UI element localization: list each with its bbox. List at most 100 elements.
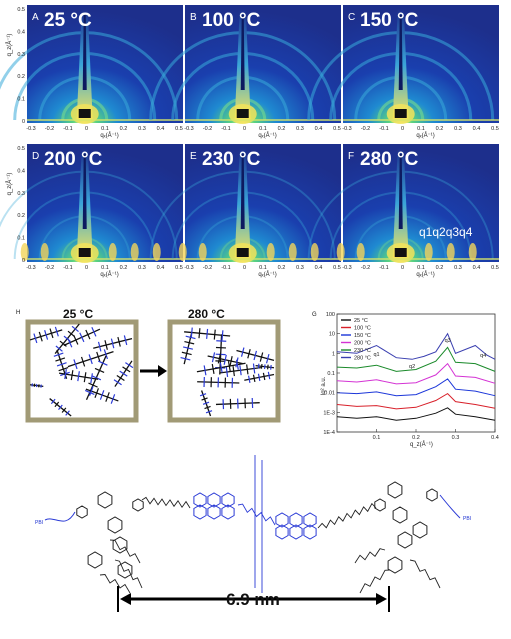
series-line-0 xyxy=(336,407,496,421)
y-tick-label: 0.4 xyxy=(17,29,25,35)
x-tick-label: 0.3 xyxy=(138,126,146,132)
chart-series-group xyxy=(336,332,496,421)
side-chain xyxy=(246,364,249,375)
legend-entry: 100 °C xyxy=(354,326,371,332)
x-tick-label: 0.5 xyxy=(491,265,499,271)
alkyl-chain xyxy=(354,548,386,564)
peak-annotation: q1q2q3q4 xyxy=(419,225,473,239)
y-tick-label: 0.5 xyxy=(17,7,25,13)
side-chain xyxy=(33,333,38,344)
side-chain xyxy=(267,364,269,370)
ring xyxy=(392,506,408,524)
giwaxs-panel-e: E 230 °C -0.3 -0.2 -0.1 0 0.1 0.2 0.3 0.4 0.5 qₓ(Å⁻… xyxy=(149,144,341,278)
x-tick-label: 0.3 xyxy=(296,126,304,132)
side-chain xyxy=(227,361,231,372)
side-chain xyxy=(122,366,131,373)
side-chain xyxy=(235,357,239,368)
side-chain xyxy=(252,363,256,374)
side-chain xyxy=(65,410,70,416)
schematic-chains-ordered xyxy=(180,327,275,417)
y-axis-label: q_z(Å⁻¹) xyxy=(6,34,13,57)
x-tick-label: 0 xyxy=(243,265,246,271)
x-tick-label: 0.4 xyxy=(491,435,499,441)
side-chain xyxy=(259,352,264,362)
side-chain xyxy=(77,371,80,382)
side-chain xyxy=(116,374,125,381)
x-tick-label: 0.1 xyxy=(259,126,267,132)
beam-stop xyxy=(78,109,91,118)
giwaxs-image xyxy=(185,144,341,262)
bragg-peak xyxy=(108,243,117,261)
schematic-chains-amorphous xyxy=(29,323,134,417)
x-tick-label: 0.1 xyxy=(101,126,109,132)
schematic-right-temp: 280 °C xyxy=(188,307,225,321)
y-tick-label: 0.1 xyxy=(17,97,25,103)
pbi-tail-right xyxy=(439,494,461,519)
panel-temperature: 150 °C xyxy=(360,10,419,31)
side-chain xyxy=(117,336,121,347)
panel-temperature: 280 °C xyxy=(360,149,419,170)
panel-temperature: 100 °C xyxy=(202,10,261,31)
side-chain xyxy=(213,329,216,340)
giwaxs-panel-b: B 100 °C -0.3 -0.2 -0.1 0 0.1 0.2 0.3 0.4 0.5 qₓ(Å⁻… xyxy=(149,5,341,139)
x-tick-label: 0 xyxy=(85,126,88,132)
panel-letter: B xyxy=(190,12,197,23)
ring xyxy=(112,536,128,554)
x-tick-label: 0.3 xyxy=(296,265,304,271)
x-tick-label: -0.2 xyxy=(361,126,370,132)
giwaxs-panel-a: A 25 °C -0.3 -0.2 -0.1 0 0.1 0.2 0.3 0.4 0.5 qₓ(Å⁻¹… xyxy=(0,5,183,139)
ring xyxy=(207,504,221,520)
y-tick-label: 0.2 xyxy=(17,74,25,80)
ring xyxy=(387,481,403,499)
side-chain xyxy=(94,388,99,398)
y-tick-label: 100 xyxy=(326,312,335,318)
horizon-line xyxy=(27,119,183,121)
side-chain xyxy=(202,401,210,405)
side-chain xyxy=(85,329,91,340)
side-chain xyxy=(229,356,233,367)
side-chain xyxy=(38,331,43,342)
side-chain xyxy=(263,364,266,370)
panel-letter: A xyxy=(32,12,39,23)
giwaxs-panel-d: D 200 °C -0.3 -0.2 -0.1 0 0.1 0.2 0.3 0.4 0.5 qₓ(Å⁻… xyxy=(0,144,183,278)
ring xyxy=(193,492,207,508)
x-tick-label: 0.2 xyxy=(120,126,128,132)
side-chain xyxy=(221,330,224,341)
x-tick-label: -0.1 xyxy=(221,126,230,132)
alkyl-chain xyxy=(409,559,441,589)
panel-temperature: 230 °C xyxy=(202,149,261,170)
side-chain xyxy=(63,335,71,342)
alkyl-chain xyxy=(237,503,276,526)
x-tick-label: -0.3 xyxy=(342,126,351,132)
peak-label: q2 xyxy=(409,364,415,370)
side-chain xyxy=(83,372,87,383)
side-chain xyxy=(119,370,128,377)
bragg-peak xyxy=(178,243,187,261)
distance-arrow-left-icon xyxy=(120,593,131,605)
chart-peak-labels: q1 q2 q3 q4 xyxy=(374,338,487,370)
x-tick-label: 0.3 xyxy=(454,126,462,132)
ring xyxy=(207,492,221,508)
side-chain xyxy=(211,363,215,374)
side-chain xyxy=(90,373,93,384)
side-chain xyxy=(113,379,122,386)
horizon-line xyxy=(343,258,499,260)
beam-stop xyxy=(236,109,249,118)
distance-label: 6.9 nm xyxy=(226,590,280,609)
giwaxs-panel-c: C 150 °C -0.3 -0.2 -0.1 0 0.1 0.2 0.3 0.4 0.5 qₓ(Å⁻… xyxy=(307,5,499,139)
y-tick-label: 1E-4 xyxy=(323,430,335,436)
ring xyxy=(397,531,413,549)
side-chain xyxy=(223,354,227,365)
side-chain xyxy=(105,392,110,402)
bragg-peak xyxy=(288,243,297,261)
side-chain xyxy=(80,356,86,367)
series-line-3 xyxy=(336,362,496,385)
side-chain xyxy=(199,393,207,397)
x-tick-label: -0.1 xyxy=(63,126,72,132)
panel-letter: E xyxy=(190,151,197,162)
panel-h-letter: H xyxy=(16,310,20,316)
x-tick-label: 0.2 xyxy=(278,126,286,132)
side-chain xyxy=(103,349,109,360)
x-tick-label: 0.5 xyxy=(491,126,499,132)
x-tick-label: 0 xyxy=(401,126,404,132)
